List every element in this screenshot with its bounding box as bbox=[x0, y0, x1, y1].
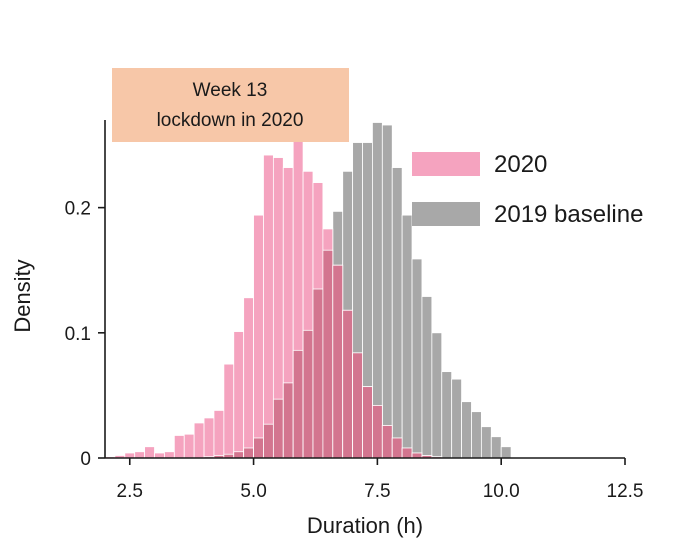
legend-label-2019-baseline: 2019 baseline bbox=[494, 201, 643, 228]
legend-label-2020: 2020 bbox=[494, 151, 547, 178]
bar-2020 bbox=[164, 451, 175, 459]
bar-overlap bbox=[233, 451, 245, 459]
bar-overlap bbox=[332, 264, 344, 459]
series-2020-bars bbox=[104, 124, 443, 459]
x-tick-label: 10.0 bbox=[483, 481, 520, 502]
bar-overlap bbox=[391, 437, 403, 459]
x-axis-title: Duration (h) bbox=[307, 513, 423, 538]
bar-2020 bbox=[203, 417, 215, 459]
bar-2019-baseline bbox=[381, 124, 393, 459]
bar-2020 bbox=[173, 435, 185, 459]
legend-swatch-2020 bbox=[412, 152, 480, 176]
bar-overlap bbox=[322, 249, 334, 459]
bar-overlap bbox=[302, 329, 314, 459]
bar-2020 bbox=[233, 331, 245, 459]
bar-2019-baseline bbox=[471, 411, 482, 459]
bar-overlap bbox=[282, 382, 294, 459]
bar-overlap bbox=[263, 423, 274, 459]
bar-2019-baseline bbox=[391, 167, 403, 459]
x-ticks: 2.5 5.0 7.5 10.0 12.5 bbox=[117, 458, 644, 502]
legend-swatch-2019-baseline bbox=[412, 202, 480, 226]
bar-2020 bbox=[183, 433, 195, 459]
bar-2019-baseline bbox=[401, 214, 413, 459]
bar-2019-baseline bbox=[490, 436, 502, 459]
lockdown-banner: Week 13 lockdown in 2020 bbox=[112, 68, 349, 142]
bar-2020 bbox=[134, 451, 146, 459]
x-tick-label: 2.5 bbox=[117, 481, 143, 502]
y-axis: 0 0.1 0.2 bbox=[65, 120, 106, 470]
bar-2019-baseline bbox=[461, 401, 472, 459]
bar-2019-baseline bbox=[451, 378, 462, 459]
bar-overlap bbox=[243, 447, 254, 459]
bar-2020 bbox=[144, 446, 155, 459]
bar-overlap bbox=[372, 405, 383, 459]
y-axis-title: Density bbox=[10, 259, 35, 332]
bar-2019-baseline bbox=[441, 371, 453, 459]
bar-2019-baseline bbox=[411, 258, 423, 459]
x-tick-label: 12.5 bbox=[607, 481, 644, 502]
banner-background bbox=[112, 68, 349, 142]
x-axis: 2.5 5.0 7.5 10.0 12.5 bbox=[105, 457, 644, 502]
y-ticks: 0 0.1 0.2 bbox=[65, 199, 105, 470]
bar-2019-baseline bbox=[421, 296, 433, 459]
x-tick-label: 5.0 bbox=[240, 481, 266, 502]
y-tick-label: 0.2 bbox=[65, 199, 91, 220]
bar-overlap bbox=[312, 288, 324, 459]
banner-line-1: Week 13 bbox=[193, 80, 268, 101]
bar-overlap bbox=[272, 398, 284, 459]
bar-2020 bbox=[263, 154, 274, 459]
legend: 2020 2019 baseline bbox=[412, 151, 643, 228]
banner-line-2: lockdown in 2020 bbox=[157, 110, 304, 131]
bar-overlap bbox=[352, 352, 363, 459]
bar-2020 bbox=[253, 214, 264, 459]
bar-2019-baseline bbox=[480, 426, 492, 459]
bar-2020 bbox=[193, 422, 205, 459]
bar-overlap bbox=[381, 425, 393, 459]
bar-overlap bbox=[362, 386, 373, 459]
bar-overlap bbox=[401, 447, 413, 459]
bar-2020 bbox=[243, 297, 254, 459]
bar-2020 bbox=[213, 410, 225, 459]
bar-overlap bbox=[342, 309, 354, 459]
x-tick-label: 7.5 bbox=[364, 481, 390, 502]
y-tick-label: 0 bbox=[80, 449, 91, 470]
bar-2020 bbox=[223, 363, 235, 459]
bar-overlap bbox=[292, 349, 304, 459]
y-tick-label: 0.1 bbox=[65, 324, 91, 345]
bar-2019-baseline bbox=[500, 446, 512, 459]
bar-overlap bbox=[253, 437, 264, 459]
bar-2019-baseline bbox=[431, 332, 443, 459]
